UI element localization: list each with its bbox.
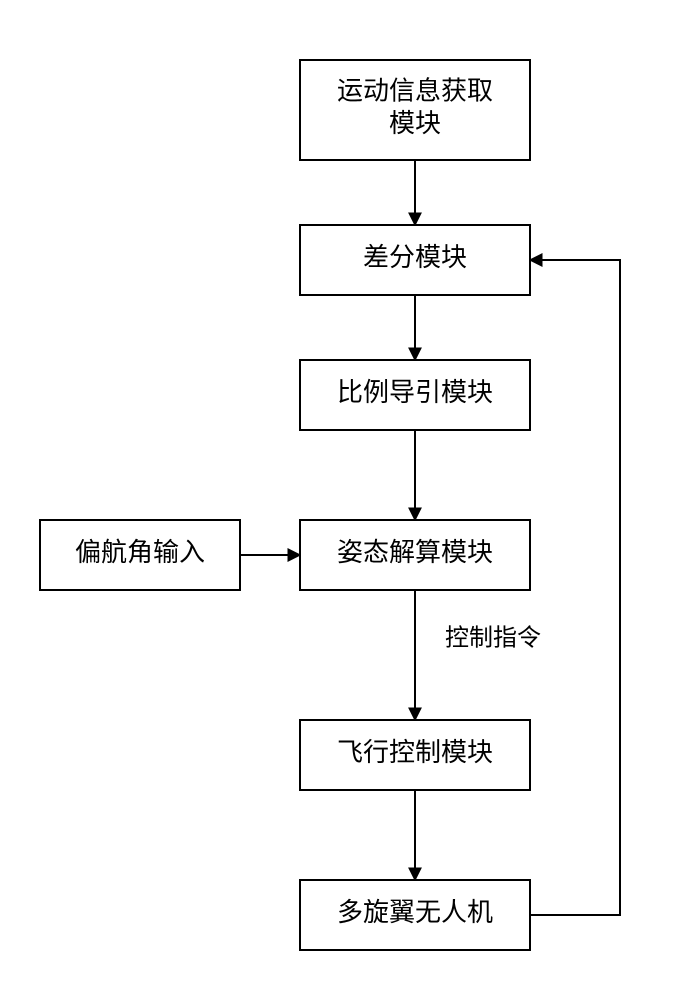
- node-n1: 运动信息获取模块: [300, 60, 530, 160]
- node-label-n1-line0: 运动信息获取: [337, 77, 493, 106]
- node-n4: 姿态解算模块: [300, 520, 530, 590]
- node-label-n5-line0: 偏航角输入: [75, 538, 205, 567]
- node-label-n3-line0: 比例导引模块: [337, 378, 493, 407]
- node-n7: 多旋翼无人机: [300, 880, 530, 950]
- node-label-n2-line0: 差分模块: [363, 243, 467, 272]
- edge-label-n4-n6: 控制指令: [445, 625, 541, 652]
- edge-n7-n2: [530, 260, 620, 915]
- node-label-n6-line0: 飞行控制模块: [337, 738, 493, 767]
- flowchart-canvas: 控制指令 运动信息获取模块差分模块比例导引模块姿态解算模块 偏航角输入飞行控制模块多…: [0, 0, 685, 1000]
- node-n3: 比例导引模块: [300, 360, 530, 430]
- node-label-n7-line0: 多旋翼无人机: [337, 898, 493, 927]
- node-n5: 偏航角输入: [40, 520, 240, 590]
- node-label-n4-line0: 姿态解算模块: [337, 538, 493, 567]
- node-label-n1-line1: 模块: [389, 109, 441, 138]
- node-n6: 飞行控制模块: [300, 720, 530, 790]
- node-n2: 差分模块: [300, 225, 530, 295]
